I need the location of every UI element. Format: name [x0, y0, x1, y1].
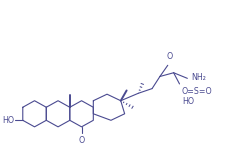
Text: HO: HO: [182, 97, 195, 106]
Text: O=S=O: O=S=O: [181, 87, 212, 96]
Text: HO: HO: [2, 116, 14, 125]
Text: NH₂: NH₂: [191, 73, 206, 82]
Text: O: O: [78, 136, 85, 145]
Text: O: O: [167, 52, 173, 61]
